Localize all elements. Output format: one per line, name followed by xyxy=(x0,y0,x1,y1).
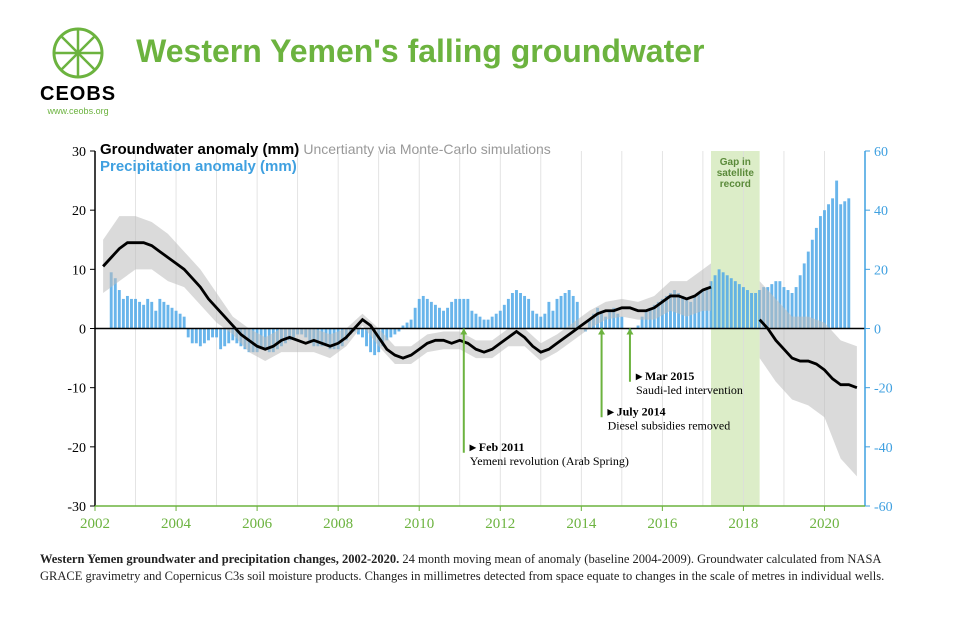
svg-text:2008: 2008 xyxy=(323,516,353,532)
svg-text:20: 20 xyxy=(874,263,888,278)
logo-text: CEOBS xyxy=(40,83,116,106)
legend-uncertainty: Uncertianty via Monte-Carlo simulations xyxy=(303,141,550,157)
svg-text:-30: -30 xyxy=(67,500,86,515)
legend-precipitation: Precipitation anomaly (mm) xyxy=(100,158,551,175)
globe-icon xyxy=(50,25,106,81)
caption: Western Yemen groundwater and precipitat… xyxy=(40,551,920,585)
groundwater-chart: ▸ Feb 2011Yemeni revolution (Arab Spring… xyxy=(40,141,920,541)
svg-text:-20: -20 xyxy=(67,441,86,456)
svg-text:-10: -10 xyxy=(67,382,86,397)
svg-text:2018: 2018 xyxy=(728,516,758,532)
svg-text:Diesel subsidies removed: Diesel subsidies removed xyxy=(608,418,731,432)
svg-text:30: 30 xyxy=(72,145,86,160)
svg-text:2020: 2020 xyxy=(809,516,839,532)
svg-text:-20: -20 xyxy=(874,382,893,397)
svg-text:-40: -40 xyxy=(874,441,893,456)
svg-text:Gap in: Gap in xyxy=(720,157,751,168)
svg-text:2004: 2004 xyxy=(161,516,192,532)
svg-text:2006: 2006 xyxy=(242,516,273,532)
svg-text:2010: 2010 xyxy=(404,516,434,532)
svg-text:-60: -60 xyxy=(874,500,893,515)
svg-text:2016: 2016 xyxy=(647,516,678,532)
svg-text:▸ Feb 2011: ▸ Feb 2011 xyxy=(469,440,525,454)
caption-bold: Western Yemen groundwater and precipitat… xyxy=(40,552,399,566)
svg-text:▸ Mar 2015: ▸ Mar 2015 xyxy=(635,369,694,383)
svg-text:2012: 2012 xyxy=(485,516,515,532)
svg-text:satellite: satellite xyxy=(717,168,755,179)
logo-url: www.ceobs.org xyxy=(48,106,109,116)
svg-text:record: record xyxy=(720,179,751,190)
chart-container: ▸ Feb 2011Yemeni revolution (Arab Spring… xyxy=(40,141,920,541)
svg-text:▸ July 2014: ▸ July 2014 xyxy=(607,404,666,418)
svg-text:2014: 2014 xyxy=(566,516,597,532)
svg-text:60: 60 xyxy=(874,145,888,160)
page-title: Western Yemen's falling groundwater xyxy=(136,33,704,70)
legend: Groundwater anomaly (mm) Uncertianty via… xyxy=(100,141,551,175)
svg-text:10: 10 xyxy=(72,263,86,278)
svg-text:40: 40 xyxy=(874,204,888,219)
svg-text:0: 0 xyxy=(874,323,881,338)
svg-text:20: 20 xyxy=(72,204,86,219)
header: CEOBS www.ceobs.org Western Yemen's fall… xyxy=(0,0,960,126)
logo: CEOBS www.ceobs.org xyxy=(40,25,116,116)
svg-text:2002: 2002 xyxy=(80,516,110,532)
svg-text:Yemeni revolution (Arab Spring: Yemeni revolution (Arab Spring) xyxy=(470,454,629,468)
legend-groundwater: Groundwater anomaly (mm) xyxy=(100,141,299,158)
svg-text:0: 0 xyxy=(79,323,86,338)
svg-text:Saudi-led intervention: Saudi-led intervention xyxy=(636,383,743,397)
